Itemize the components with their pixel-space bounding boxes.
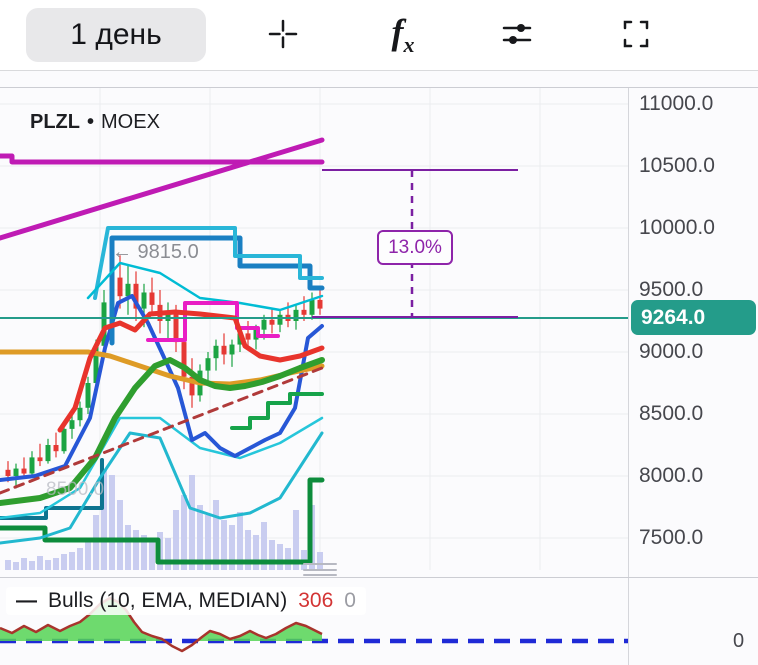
oscillator-zero-label: 0 (733, 630, 745, 652)
royal-blue (0, 294, 324, 482)
price-range-tool (312, 169, 518, 318)
bulls-area-fill (0, 598, 322, 641)
axis-separator (628, 88, 629, 665)
senkou-green-step (0, 477, 325, 565)
bulls-line (0, 596, 323, 653)
pane-divider (0, 577, 758, 578)
indicator-value-secondary: 0 (344, 589, 356, 612)
price-axis[interactable]: 11000.0 10500.0 10000.0 9500.0 9000.0 8500.0 8… (629, 88, 758, 570)
green-ema (0, 357, 325, 506)
cyan-lower (0, 431, 324, 545)
indicator-lines (0, 137, 325, 565)
crosshair-button[interactable] (255, 12, 311, 58)
price-chart-canvas[interactable] (0, 88, 628, 570)
cyan-envelope-low (0, 416, 324, 520)
price-axis-tick: 10500.0 (639, 154, 715, 177)
cyan-envelope-high (86, 261, 324, 312)
trend-dashed (0, 366, 324, 495)
price-axis-tick: 7500.0 (639, 526, 704, 549)
price-axis-tick: 9500.0 (639, 278, 704, 301)
fullscreen-button[interactable] (608, 12, 664, 58)
price-axis-tick: 10000.0 (639, 216, 715, 239)
indicator-value-primary: 306 (298, 589, 334, 612)
pane-resize-handle[interactable] (303, 563, 337, 576)
range-percent-badge[interactable]: 13.0% (377, 230, 453, 265)
symbol-ticker: PLZL (30, 111, 80, 133)
fullscreen-brackets-icon (620, 18, 652, 53)
series-color-dash: — (16, 589, 37, 612)
toolbar: 1 день fx (0, 0, 758, 70)
symbol-label: PLZL • MOEX (30, 111, 160, 134)
high-price-label: ← 9815.0 (112, 241, 199, 263)
indicators-button[interactable]: fx (375, 12, 431, 58)
exchange-name: MOEX (101, 111, 160, 133)
price-axis-tick: 8000.0 (639, 464, 704, 487)
timeframe-button[interactable]: 1 день (26, 8, 206, 62)
current-price-badge: 9264.0 (631, 300, 756, 335)
green-step-right (230, 392, 324, 430)
red-ema (57, 309, 325, 433)
indicator-legend[interactable]: — Bulls (10, EMA, MEDIAN) 306 0 (6, 587, 366, 615)
magenta-flat (0, 153, 325, 165)
cyan-step-upper (93, 226, 324, 300)
steel-blue-step (109, 235, 325, 346)
candles (5, 250, 323, 489)
toolbar-divider (0, 70, 758, 71)
magenta-trend (0, 137, 325, 241)
indicator-name: Bulls (10, EMA, MEDIAN) (48, 589, 288, 612)
bulls-oscillator-canvas[interactable] (0, 578, 628, 665)
chart-top-border (0, 87, 758, 88)
fx-icon: fx (391, 11, 415, 58)
crosshair-icon (267, 18, 299, 53)
price-axis-tick: 8500.0 (639, 402, 704, 425)
pink-step (146, 301, 280, 342)
settings-button[interactable] (489, 12, 545, 58)
faint-price-label: 8500.0 (46, 479, 105, 500)
sliders-icon (501, 18, 533, 53)
price-axis-tick: 9000.0 (639, 340, 704, 363)
volume-bars (5, 470, 323, 570)
price-axis-tick: 11000.0 (639, 92, 714, 115)
symbol-separator: • (87, 111, 95, 133)
